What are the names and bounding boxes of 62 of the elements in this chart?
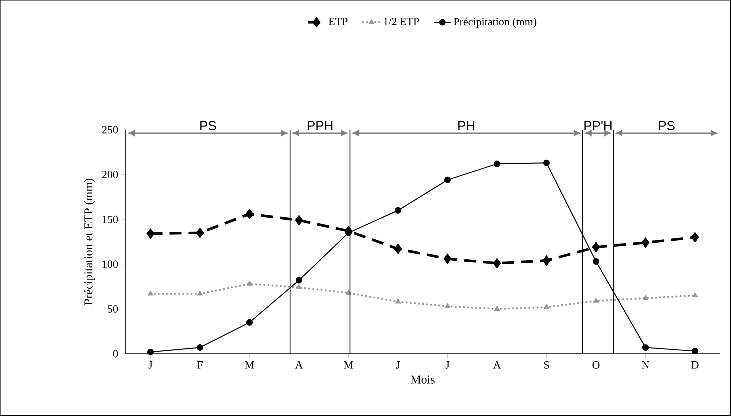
x-tick-label: A [295, 362, 304, 369]
annotation: PPH [308, 121, 333, 130]
point [593, 258, 600, 265]
point [444, 254, 452, 264]
x-tick-label: N [642, 362, 650, 369]
y-tick-label: 50 [108, 305, 118, 313]
legend-label: Précipitation (mm) [454, 18, 537, 28]
legend-label: ETP [328, 18, 348, 26]
y-axis-title: Précipitation et ETP (mm) [84, 179, 96, 306]
annotation: PS [200, 121, 216, 130]
point [346, 290, 352, 295]
x-tick-label: O [592, 362, 600, 369]
point [246, 319, 254, 326]
y-tick-label: 0 [113, 350, 118, 358]
point [691, 232, 700, 243]
x-tick-label: D [692, 362, 699, 369]
point [593, 298, 600, 303]
annotation: PH [458, 121, 475, 130]
point [444, 303, 451, 308]
x-tick-label: J [396, 362, 400, 369]
x-tick-label: M [245, 362, 254, 369]
x-tick-label: A [493, 362, 502, 369]
point [642, 344, 650, 351]
y-tick-label: 100 [102, 260, 118, 268]
point [246, 208, 254, 220]
point [544, 304, 550, 310]
point [544, 160, 550, 166]
point [394, 244, 402, 254]
point [197, 344, 204, 351]
point [197, 290, 204, 296]
legend-label: 1/2 ETP [384, 18, 420, 26]
annotation: PP'H [584, 121, 612, 130]
point [494, 160, 501, 168]
point [148, 290, 154, 296]
point [246, 280, 253, 286]
point [395, 207, 402, 214]
x-axis-title: Mois [411, 376, 435, 384]
x-tick-label: M [344, 362, 354, 369]
y-tick-label: 150 [102, 216, 118, 224]
point [146, 228, 155, 240]
x-tick-label: S [544, 362, 550, 369]
point [196, 228, 204, 238]
annotation: PS [659, 121, 675, 130]
point [494, 306, 500, 311]
x-tick-label: J [446, 362, 450, 369]
point [296, 284, 302, 290]
point [642, 295, 649, 300]
y-tick-label: 200 [102, 171, 118, 179]
point [444, 176, 452, 184]
point [592, 242, 600, 253]
point [542, 256, 551, 266]
point [692, 292, 698, 298]
point [692, 348, 699, 355]
point [493, 258, 502, 269]
x-tick-label: J [148, 362, 153, 369]
point [295, 215, 304, 226]
x-tick-label: F [198, 362, 203, 369]
point [642, 238, 650, 248]
point [296, 277, 303, 284]
point [148, 348, 154, 356]
point [395, 298, 402, 304]
y-tick-label: 250 [102, 126, 118, 134]
